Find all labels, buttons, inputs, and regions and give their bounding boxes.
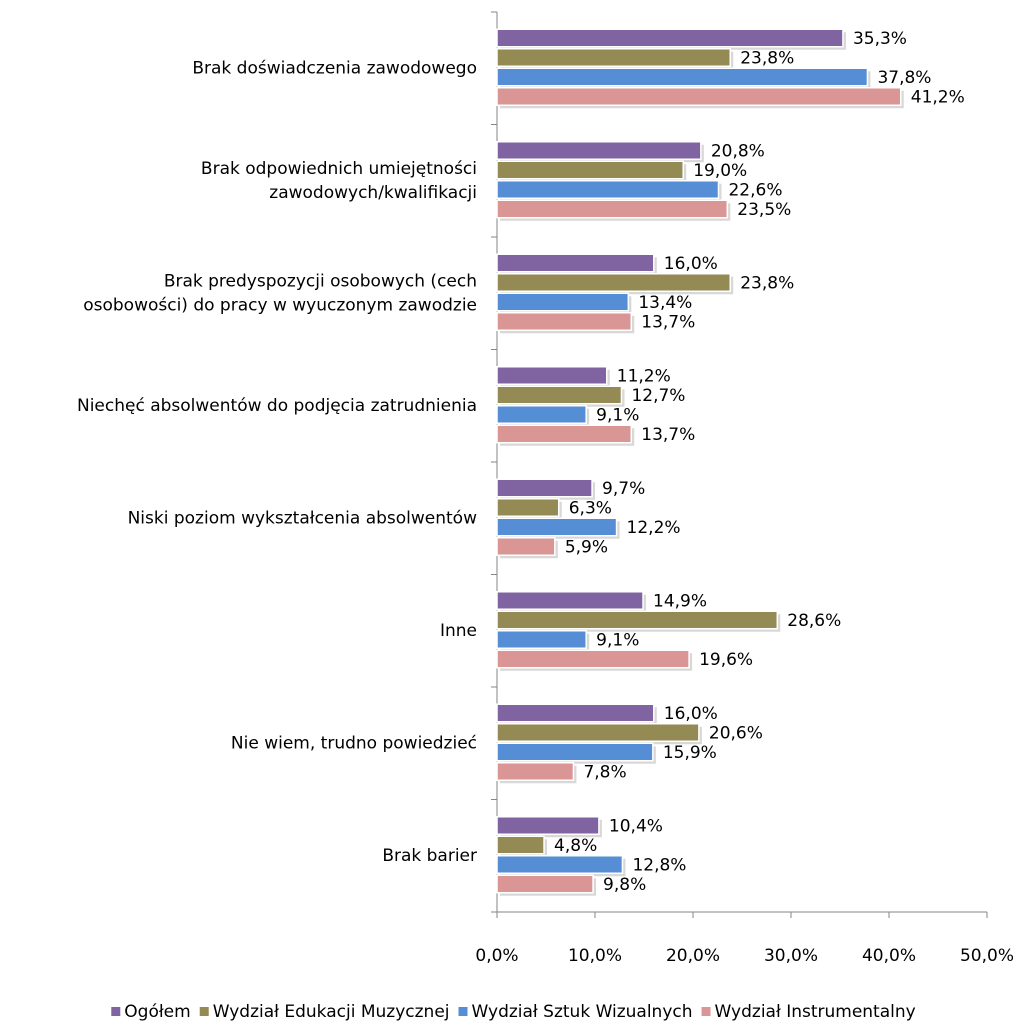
x-tick-label: 20,0% xyxy=(666,946,720,966)
bar xyxy=(496,591,644,610)
bar xyxy=(496,87,902,106)
data-label: 9,7% xyxy=(602,479,645,499)
data-label: 19,6% xyxy=(699,650,753,670)
bar xyxy=(496,723,700,742)
data-label: 10,4% xyxy=(609,817,663,837)
legend-swatch xyxy=(458,1007,468,1016)
bar xyxy=(496,855,624,874)
category-label: Niechęć absolwentów do podjęcia zatrudni… xyxy=(77,396,477,416)
data-label: 16,0% xyxy=(664,254,718,274)
bar xyxy=(496,405,587,424)
bar xyxy=(496,385,623,405)
bar xyxy=(496,28,844,48)
bar xyxy=(496,273,731,292)
bar xyxy=(496,199,729,219)
category-label: Brak doświadczenia zawodowego xyxy=(192,58,477,78)
bar xyxy=(496,48,731,67)
bar xyxy=(496,816,600,835)
x-tick-label: 40,0% xyxy=(862,946,916,966)
bar xyxy=(496,630,587,649)
data-label: 16,0% xyxy=(664,704,718,724)
x-tick-label: 50,0% xyxy=(960,946,1014,966)
data-label: 23,8% xyxy=(740,274,794,294)
bar xyxy=(496,498,560,517)
data-label: 19,0% xyxy=(693,161,747,181)
legend-swatch xyxy=(199,1007,209,1016)
bar xyxy=(496,366,608,385)
data-label: 20,8% xyxy=(711,142,765,162)
data-label: 13,7% xyxy=(641,313,695,333)
bar xyxy=(496,610,779,630)
data-label: 14,9% xyxy=(653,592,707,612)
data-label: 7,8% xyxy=(583,763,626,783)
data-label: 35,3% xyxy=(853,29,907,49)
data-label: 23,5% xyxy=(737,200,791,220)
category-label: Inne xyxy=(440,621,477,641)
legend-label: Wydział Sztuk Wizualnych xyxy=(472,1002,693,1022)
data-label: 12,2% xyxy=(627,518,681,538)
data-label: 15,9% xyxy=(663,743,717,763)
category-label: Brak barier xyxy=(382,846,477,866)
data-label: 9,1% xyxy=(596,406,639,426)
legend-label: Ogółem xyxy=(124,1002,190,1022)
x-tick-label: 0,0% xyxy=(475,946,518,966)
legend-swatch xyxy=(111,1007,121,1016)
legend-swatch xyxy=(701,1007,711,1016)
category-label: Niski poziom wykształcenia absolwentów xyxy=(128,508,477,528)
bar xyxy=(496,67,869,87)
data-label: 37,8% xyxy=(877,68,931,88)
data-label: 22,6% xyxy=(728,181,782,201)
bar xyxy=(496,292,630,312)
category-label: Brak odpowiednich umiejętności zawodowych… xyxy=(201,159,477,203)
data-label: 12,8% xyxy=(632,856,686,876)
bar xyxy=(496,649,690,669)
legend-label: Wydział Instrumentalny xyxy=(715,1002,916,1022)
data-label: 4,8% xyxy=(554,836,597,856)
data-label: 13,4% xyxy=(638,293,692,313)
data-label: 11,2% xyxy=(617,367,671,387)
data-label: 20,6% xyxy=(709,724,763,744)
legend-label: Wydział Edukacji Muzycznej xyxy=(213,1002,450,1022)
data-label: 5,9% xyxy=(565,538,608,558)
data-label: 13,7% xyxy=(641,425,695,445)
bar xyxy=(496,537,556,556)
bar xyxy=(496,703,655,723)
data-label: 6,3% xyxy=(569,499,612,519)
bar xyxy=(496,742,654,762)
bar xyxy=(496,874,594,894)
x-tick-label: 10,0% xyxy=(568,946,622,966)
x-tick-label: 30,0% xyxy=(764,946,818,966)
bar xyxy=(496,517,618,537)
bar xyxy=(496,762,575,781)
bar xyxy=(496,478,593,498)
bar xyxy=(496,253,655,273)
bar xyxy=(496,141,702,160)
data-label: 23,8% xyxy=(740,49,794,69)
bar xyxy=(496,160,684,180)
bar xyxy=(496,312,633,331)
data-label: 9,1% xyxy=(596,631,639,651)
category-label: Nie wiem, trudno powiedzieć xyxy=(231,733,477,753)
data-label: 41,2% xyxy=(911,88,965,108)
data-label: 28,6% xyxy=(787,611,841,631)
category-label: Brak predyspozycji osobowych (cech osobow… xyxy=(83,271,477,315)
data-label: 12,7% xyxy=(631,386,685,406)
bar xyxy=(496,835,545,855)
bar xyxy=(496,180,720,199)
data-label: 9,8% xyxy=(603,875,646,895)
bar xyxy=(496,424,633,444)
